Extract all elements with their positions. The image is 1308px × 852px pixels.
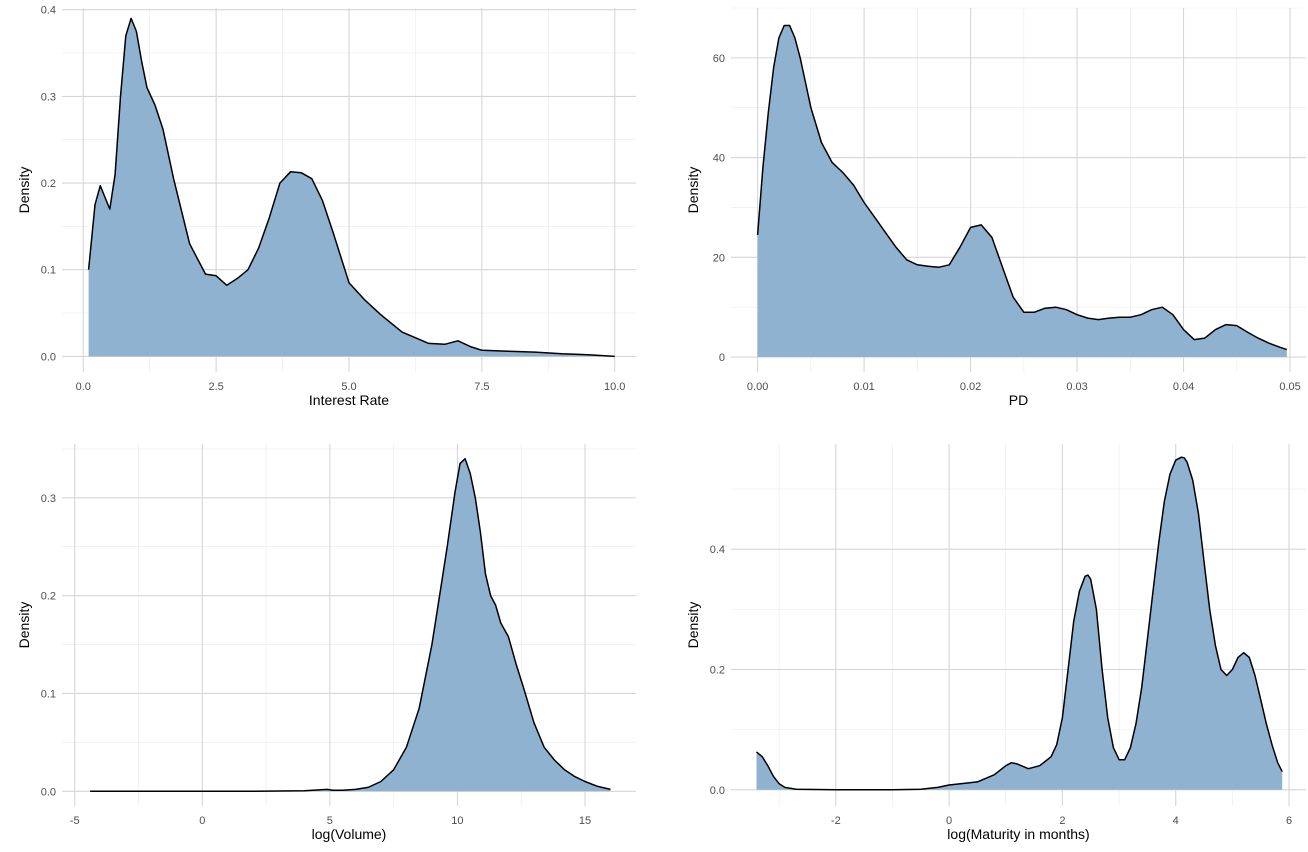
x-tick-label: 5.0 (341, 381, 356, 393)
density-area (88, 18, 615, 357)
x-tick-label: 0.01 (853, 381, 874, 393)
y-tick-label: 0.2 (41, 178, 56, 190)
density-panel-1: 0.0 2.5 5.0 7.5 10.0 0.0 0.1 0.2 0.3 0.4 Interest … (16, 5, 636, 408)
x-tick-label: 5 (327, 815, 333, 827)
x-tick-label: 0.04 (1173, 381, 1194, 393)
y-tick-label: 0 (719, 352, 725, 364)
x-tick-label: 15 (579, 815, 591, 827)
x-tick-label: 7.5 (474, 381, 489, 393)
y-tick-label: 60 (713, 53, 725, 65)
density-area (757, 25, 1287, 357)
x-tick-label: 10 (451, 815, 463, 827)
y-tick-label: 0.3 (41, 493, 56, 505)
y-axis-title: Density (685, 167, 701, 214)
x-tick-label: 0 (199, 815, 205, 827)
y-axis-title: Density (685, 602, 701, 649)
y-tick-label: 20 (713, 252, 725, 264)
x-axis-title: log(Maturity in months) (947, 826, 1089, 842)
x-tick-label: 0.03 (1066, 381, 1087, 393)
y-tick-label: 0.2 (41, 591, 56, 603)
density-curve (87, 17, 615, 358)
x-tick-label: 2.5 (208, 381, 223, 393)
density-area (90, 458, 611, 792)
y-tick-label: 0.0 (41, 351, 56, 363)
density-panel-2: 0.00 0.01 0.02 0.03 0.04 0.05 0 20 40 60 PD Density (685, 7, 1306, 408)
y-tick-label: 0.1 (41, 265, 56, 277)
y-tick-label: 0.0 (710, 785, 725, 797)
density-curve (756, 24, 1288, 351)
x-tick-label: 0.02 (960, 381, 981, 393)
x-tick-label: 0 (946, 815, 952, 827)
density-area (756, 457, 1283, 790)
y-tick-label: 0.3 (41, 91, 56, 103)
x-tick-label: 0.00 (747, 381, 768, 393)
x-tick-label: 6 (1286, 815, 1292, 827)
y-axis-title: Density (16, 602, 32, 649)
y-tick-label: 0.2 (710, 664, 725, 676)
x-axis-title: log(Volume) (312, 826, 387, 842)
y-tick-label: 0.0 (41, 786, 56, 798)
y-axis-title: Density (16, 167, 32, 214)
x-tick-label: 2 (1059, 815, 1065, 827)
x-tick-label: -5 (70, 815, 80, 827)
x-tick-label: 0.0 (76, 381, 91, 393)
x-tick-label: 10.0 (604, 381, 625, 393)
density-curve (90, 457, 611, 793)
x-tick-label: 0.05 (1279, 381, 1300, 393)
y-tick-label: 0.4 (41, 5, 56, 17)
y-tick-label: 40 (713, 153, 725, 165)
density-curve (756, 456, 1283, 791)
density-panel-4: -2 0 2 4 6 0.0 0.2 0.4 log(Maturity in months) De… (685, 444, 1306, 842)
y-tick-label: 0.4 (710, 544, 725, 556)
x-axis-title: PD (1009, 392, 1028, 408)
x-axis-title: Interest Rate (309, 392, 389, 408)
density-panel-3: -5 0 5 10 15 0.0 0.1 0.2 0.3 log(Volume) Density (16, 444, 636, 842)
x-tick-label: -2 (831, 815, 841, 827)
x-tick-label: 4 (1173, 815, 1179, 827)
y-tick-label: 0.1 (41, 688, 56, 700)
